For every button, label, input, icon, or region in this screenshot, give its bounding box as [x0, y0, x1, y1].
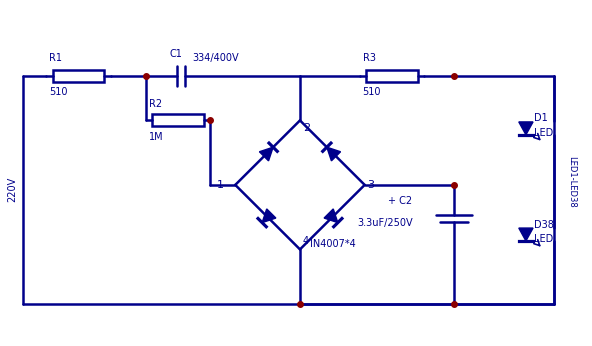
- Polygon shape: [324, 209, 338, 222]
- Text: 510: 510: [363, 87, 381, 97]
- Text: 3: 3: [368, 180, 375, 190]
- FancyBboxPatch shape: [366, 70, 418, 82]
- Text: R3: R3: [363, 53, 376, 63]
- Polygon shape: [519, 228, 533, 241]
- Text: 1M: 1M: [149, 132, 163, 142]
- Text: R1: R1: [49, 53, 62, 63]
- Text: 1: 1: [216, 180, 223, 190]
- Text: C1: C1: [169, 49, 182, 59]
- FancyBboxPatch shape: [152, 115, 204, 126]
- Text: 334/400V: 334/400V: [192, 53, 239, 63]
- Text: 510: 510: [49, 87, 67, 97]
- Text: + C2: + C2: [388, 196, 413, 206]
- Text: D1: D1: [534, 113, 548, 124]
- Text: LED: LED: [534, 128, 553, 138]
- Text: R2: R2: [149, 99, 162, 109]
- Text: LED: LED: [534, 235, 553, 245]
- Text: IN4007*4: IN4007*4: [310, 239, 356, 249]
- Text: 220V: 220V: [7, 177, 17, 202]
- Polygon shape: [262, 209, 276, 222]
- Text: 2: 2: [303, 124, 310, 134]
- Polygon shape: [327, 147, 340, 161]
- Polygon shape: [519, 122, 533, 135]
- Text: 3.3uF/250V: 3.3uF/250V: [357, 218, 413, 228]
- FancyBboxPatch shape: [53, 70, 104, 82]
- Text: D38: D38: [534, 220, 554, 230]
- Text: 4: 4: [303, 236, 309, 246]
- Text: LED1-LED38: LED1-LED38: [567, 156, 576, 208]
- Polygon shape: [259, 147, 273, 161]
